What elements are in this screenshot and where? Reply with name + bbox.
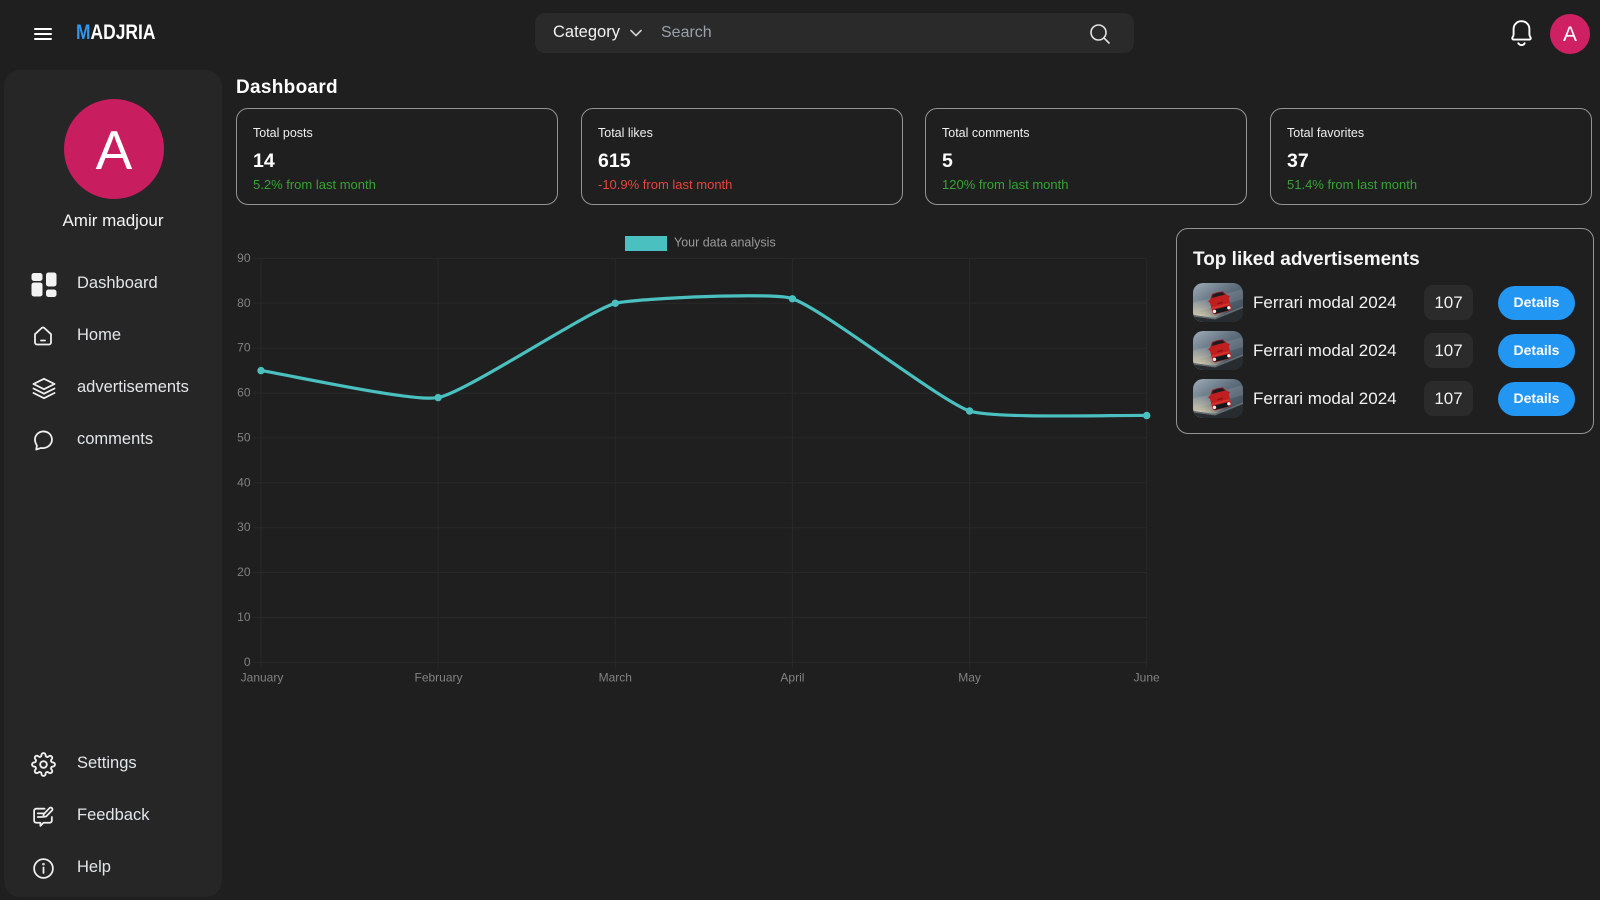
svg-text:Your data analysis: Your data analysis: [674, 236, 776, 250]
svg-text:10: 10: [237, 610, 251, 624]
svg-text:March: March: [599, 671, 632, 685]
svg-text:60: 60: [237, 386, 251, 400]
svg-text:20: 20: [237, 565, 251, 579]
svg-text:February: February: [414, 671, 462, 685]
svg-text:30: 30: [237, 520, 251, 534]
svg-text:May: May: [958, 671, 981, 685]
svg-text:January: January: [241, 671, 284, 685]
svg-text:80: 80: [237, 296, 251, 310]
svg-text:70: 70: [237, 341, 251, 355]
svg-text:90: 90: [237, 251, 251, 265]
svg-text:40: 40: [237, 475, 251, 489]
svg-text:April: April: [780, 671, 804, 685]
svg-text:0: 0: [244, 655, 251, 669]
svg-text:50: 50: [237, 430, 251, 444]
svg-text:June: June: [1134, 671, 1160, 685]
